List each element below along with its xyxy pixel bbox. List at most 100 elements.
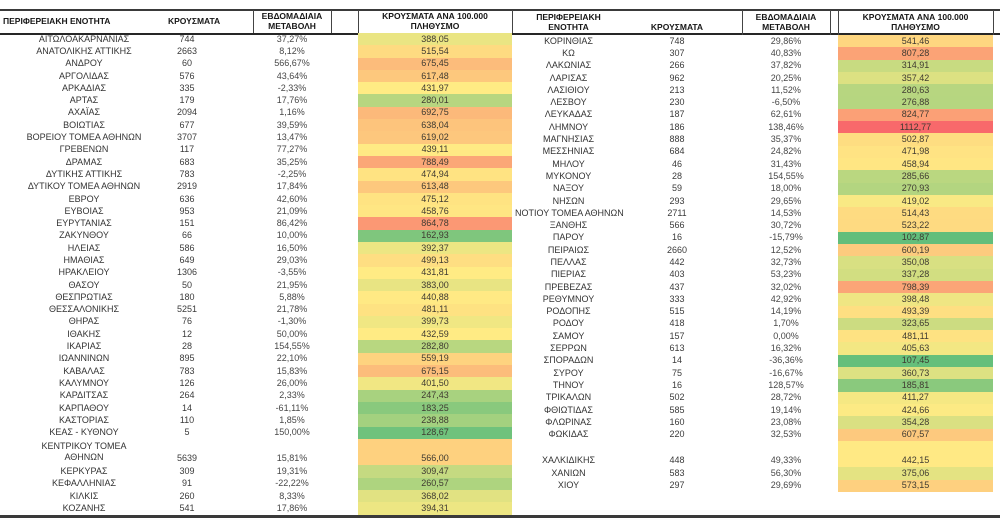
spacer-cell — [331, 427, 358, 439]
spacer-cell — [331, 254, 358, 266]
cases-cell: 576 — [179, 70, 195, 81]
cases-cell: 442 — [669, 256, 685, 267]
table-row: ΠΕΛΛΑΣ 442 32,73% 350,08 — [515, 256, 993, 269]
region-name-cell: ΘΑΣΟΥ — [68, 279, 100, 290]
cases-cell: 677 — [179, 119, 195, 130]
region-name-cell: ΒΟΡΕΙΟΥ ΤΟΜΕΑ ΑΘΗΝΩΝ — [26, 132, 142, 143]
weekly-change-cell: 5,88% — [279, 291, 305, 302]
region-name-cell: ΠΑΡΟΥ — [552, 232, 585, 243]
spacer-cell — [331, 267, 358, 279]
spacer-cell — [732, 96, 742, 108]
per-100k-cell: 458,94 — [838, 157, 993, 171]
cases-cell: 515 — [669, 306, 685, 317]
per-100k-cell: 128,67 — [358, 426, 512, 439]
per-100k-cell: 431,81 — [358, 266, 512, 279]
region-name-cell: ΛΑΡΙΣΑΣ — [549, 72, 588, 83]
table-row: ΚΙΛΚΙΣ 260 8,33% 368,02 — [0, 489, 512, 503]
table-row: ΔΡΑΜΑΣ 683 35,25% 788,49 — [0, 155, 512, 169]
region-name-cell: ΚΕΝΤΡΙΚΟΥ ΤΟΜΕΑ ΑΘΗΝΩΝ — [41, 440, 127, 463]
weekly-change-cell: 566,67% — [274, 58, 310, 69]
spacer-cell — [732, 281, 742, 293]
region-name-cell: ΝΑΞΟΥ — [552, 183, 585, 194]
table-row: ΑΝΔΡΟΥ 60 566,67% 675,45 — [0, 57, 512, 70]
region-name-cell: ΗΛΕΙΑΣ — [67, 242, 101, 253]
spacer-cell — [830, 379, 838, 391]
cases-cell: 2663 — [176, 45, 198, 56]
region-name-cell: ΘΕΣΠΡΩΤΙΑΣ — [55, 291, 113, 302]
spacer-cell — [331, 58, 358, 70]
weekly-change-cell: -15,79% — [769, 232, 803, 243]
region-name-cell: ΘΕΣΣΑΛΟΝΙΚΗΣ — [48, 304, 120, 315]
cases-cell: 744 — [179, 33, 195, 44]
region-name-cell: ΑΡΤΑΣ — [69, 95, 99, 106]
spacer-cell — [732, 480, 742, 492]
cases-cell: 683 — [179, 156, 195, 167]
per-100k-cell: 573,15 — [838, 479, 993, 492]
per-100k-cell: 600,19 — [838, 244, 993, 257]
spacer-cell — [331, 291, 358, 303]
per-100k-cell: 502,87 — [838, 133, 993, 146]
region-name-cell: ΜΥΚΟΝΟΥ — [545, 170, 592, 181]
table-row: ΚΩ 307 40,83% 807,28 — [515, 47, 993, 60]
spacer-cell — [331, 205, 358, 217]
spacer-cell — [331, 94, 358, 106]
table-row: ΔΥΤΙΚΗΣ ΑΤΤΙΚΗΣ 783 -2,25% 474,94 — [0, 168, 512, 181]
spacer-cell — [206, 33, 253, 45]
spacer-cell — [331, 328, 358, 340]
region-name-cell: ΜΗΛΟΥ — [552, 158, 585, 169]
weekly-change-cell: 29,86% — [770, 35, 802, 46]
weekly-change-cell: 10,00% — [276, 230, 308, 241]
weekly-change-cell: 19,14% — [770, 404, 802, 415]
region-name-cell: ΦΘΙΩΤΙΔΑΣ — [544, 404, 593, 415]
cases-cell: 962 — [669, 72, 685, 83]
spacer-cell — [732, 133, 742, 145]
cases-cell: 59 — [671, 183, 682, 194]
weekly-change-cell: 42,92% — [770, 293, 802, 304]
weekly-change-cell: 40,83% — [770, 47, 802, 58]
region-name-cell: ΛΑΚΩΝΙΑΣ — [545, 60, 592, 71]
spacer-cell — [732, 35, 742, 47]
region-name-cell: ΛΕΣΒΟΥ — [550, 97, 587, 108]
spacer-cell — [331, 402, 358, 414]
weekly-change-cell: 62,61% — [770, 109, 802, 120]
table-row: ΒΟΡΕΙΟΥ ΤΟΜΕΑ ΑΘΗΝΩΝ 3707 13,47% 619,02 — [0, 131, 512, 144]
per-100k-cell: 360,73 — [838, 367, 993, 380]
per-100k-cell: 824,77 — [838, 108, 993, 122]
spacer-cell — [830, 480, 838, 492]
spacer-cell — [331, 316, 358, 328]
spacer-cell — [732, 355, 742, 367]
spacer-cell — [206, 168, 253, 180]
cases-cell: 895 — [179, 353, 195, 364]
spacer-cell — [732, 244, 742, 256]
cases-cell: 76 — [181, 316, 192, 327]
spacer-cell — [830, 281, 838, 293]
cases-cell: 14 — [671, 355, 682, 366]
spacer-cell — [206, 230, 253, 242]
spacer-cell — [206, 119, 253, 131]
per-100k-cell: 607,57 — [838, 428, 993, 441]
spacer-cell — [732, 293, 742, 305]
per-100k-cell: 1112,77 — [838, 121, 993, 134]
weekly-change-cell: -36,36% — [769, 355, 803, 366]
spacer-cell — [830, 109, 838, 121]
cases-cell: 50 — [181, 279, 192, 290]
cases-cell: 230 — [669, 97, 685, 108]
table-row: ΧΑΝΙΩΝ 583 56,30% 375,06 — [515, 467, 993, 480]
per-100k-cell: 481,11 — [838, 330, 993, 343]
region-name-cell: ΚΕΑΣ - ΚΥΘΝΟΥ — [49, 427, 119, 438]
weekly-change-cell: 12,52% — [770, 244, 802, 255]
spacer-cell — [830, 219, 838, 231]
region-name-cell: ΡΟΔΟΥ — [552, 318, 585, 329]
table-row: ΦΘΙΩΤΙΔΑΣ 585 19,14% 424,66 — [515, 403, 993, 417]
cases-cell: 636 — [179, 193, 195, 204]
cases-cell: 566 — [669, 220, 685, 231]
spacer-cell — [830, 244, 838, 256]
cases-cell: 110 — [179, 414, 195, 425]
cases-cell: 502 — [669, 392, 685, 403]
cases-cell: 586 — [179, 242, 195, 253]
region-name-cell: ΖΑΚΥΝΘΟΥ — [59, 230, 109, 241]
cases-cell: 75 — [671, 367, 682, 378]
cases-cell: 583 — [669, 468, 685, 479]
spacer-cell — [331, 502, 358, 514]
per-100k-cell: 613,48 — [358, 180, 512, 193]
